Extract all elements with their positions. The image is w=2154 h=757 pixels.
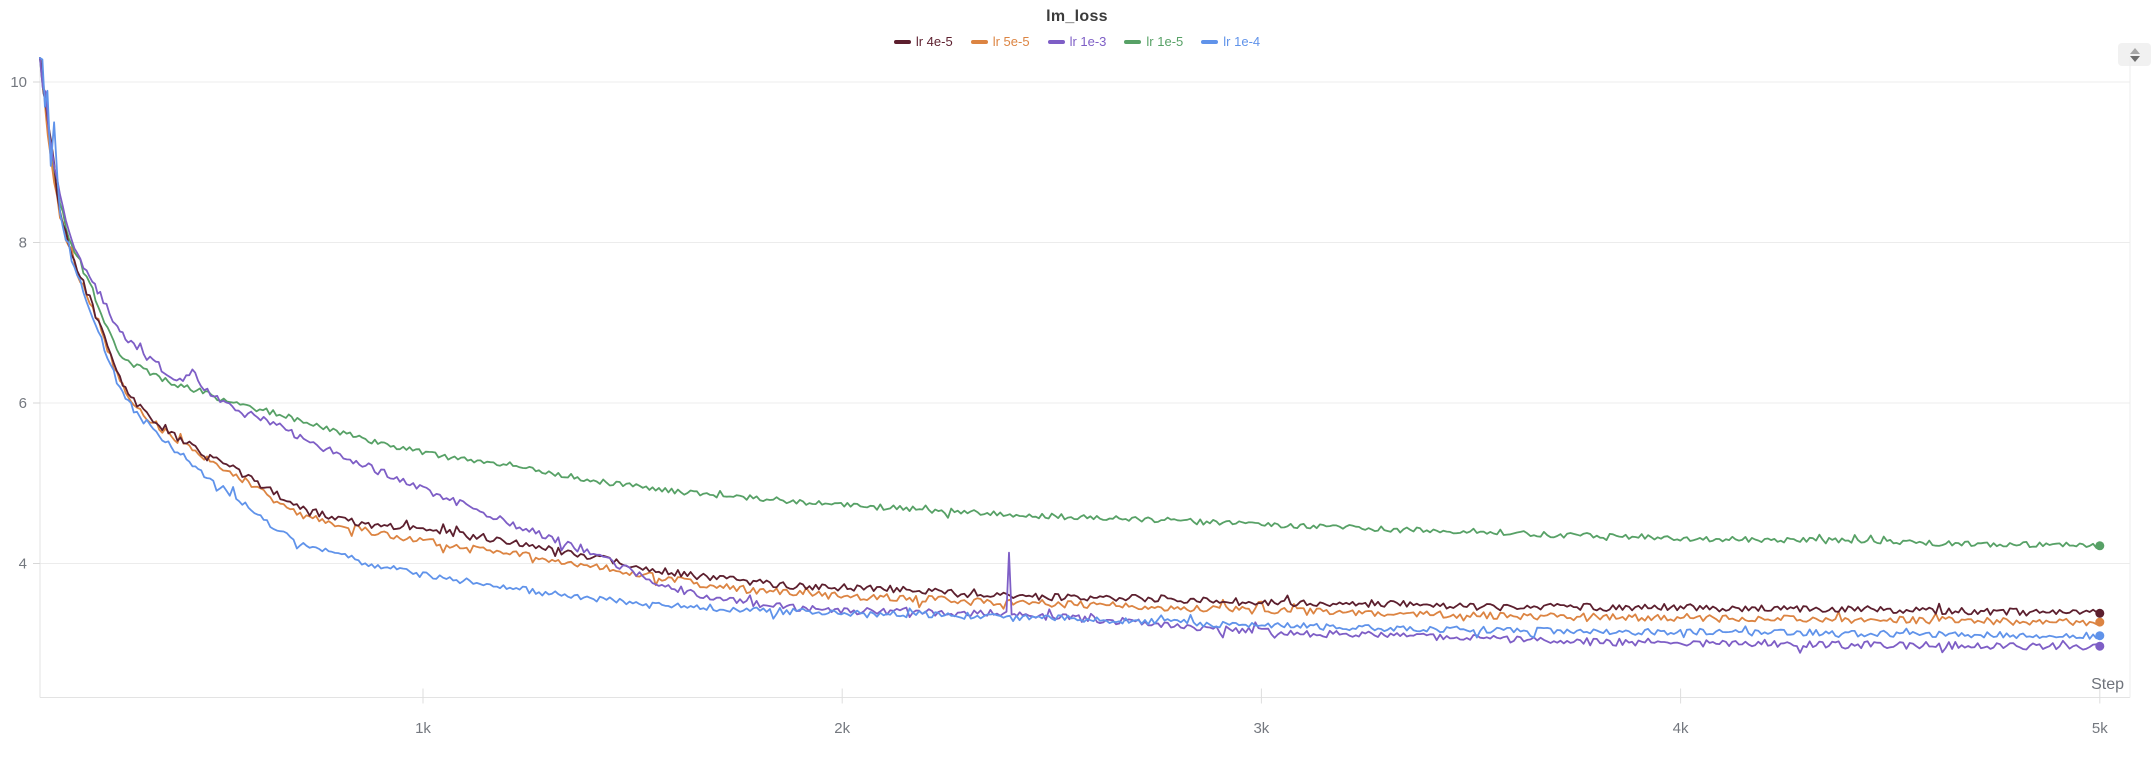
- collapse-toggle-button[interactable]: [2118, 43, 2151, 66]
- x-tick-label: 2k: [834, 720, 850, 737]
- y-tick-label: 8: [19, 235, 27, 252]
- series-line-lr-1e-4[interactable]: [39, 57, 2101, 640]
- series-end-marker-lr-1e-3: [2095, 641, 2105, 651]
- series-line-lr-1e-3[interactable]: [39, 57, 2101, 654]
- legend-item-lr-1e-4[interactable]: lr 1e-4: [1201, 33, 1260, 51]
- series-end-marker-lr-1e-4: [2095, 631, 2105, 641]
- caret-down-icon: [2129, 55, 2140, 62]
- series-end-marker-lr-5e-5: [2095, 617, 2105, 627]
- series-end-marker-lr-4e-5: [2095, 608, 2105, 618]
- series-line-lr-4e-5[interactable]: [39, 57, 2101, 617]
- y-tick-label: 10: [10, 74, 27, 91]
- x-tick-label: 5k: [2092, 720, 2108, 737]
- series-line-lr-1e-5[interactable]: [39, 57, 2101, 549]
- y-tick-label: 6: [19, 395, 27, 412]
- legend-label: lr 1e-3: [1069, 34, 1107, 49]
- x-tick-label: 1k: [415, 720, 431, 737]
- caret-up-icon: [2129, 47, 2140, 54]
- y-tick-label: 4: [19, 556, 27, 573]
- x-tick-label: 3k: [1253, 720, 1269, 737]
- series-line-lr-5e-5[interactable]: [39, 57, 2101, 627]
- legend-swatch: [970, 40, 988, 44]
- series-end-marker-lr-1e-5: [2095, 541, 2105, 551]
- legend-label: lr 5e-5: [992, 34, 1030, 49]
- legend-item-lr-1e-3[interactable]: lr 1e-3: [1047, 33, 1107, 51]
- chart-title: lm_loss: [1046, 8, 1108, 25]
- x-tick-label: 4k: [1673, 720, 1689, 737]
- legend-label: lr 4e-5: [915, 34, 953, 49]
- x-axis-title: Step: [2091, 676, 2124, 693]
- chart-legend: lr 4e-5 lr 5e-5 lr 1e-3 lr 1e-5 lr 1e-4: [0, 33, 2154, 51]
- legend-swatch: [1201, 40, 1219, 44]
- legend-item-lr-1e-5[interactable]: lr 1e-5: [1124, 33, 1183, 51]
- legend-swatch: [1124, 40, 1142, 44]
- legend-label: lr 1e-5: [1146, 34, 1184, 49]
- legend-swatch: [1047, 40, 1065, 44]
- legend-item-lr-4e-5[interactable]: lr 4e-5: [893, 33, 953, 51]
- legend-item-lr-5e-5[interactable]: lr 5e-5: [970, 33, 1030, 51]
- legend-label: lr 1e-4: [1223, 34, 1261, 49]
- legend-swatch: [893, 40, 911, 44]
